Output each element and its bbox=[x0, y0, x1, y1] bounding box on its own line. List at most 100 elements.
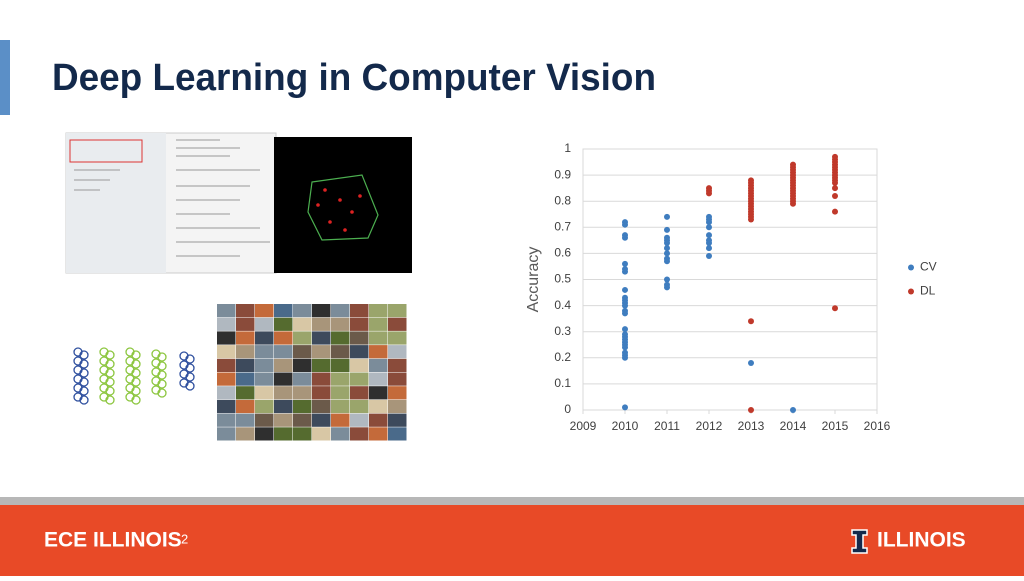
point bbox=[622, 221, 628, 228]
image-tile bbox=[369, 304, 388, 318]
y-tick-label: 0.8 bbox=[554, 193, 571, 207]
x-tick-label: 2016 bbox=[864, 419, 891, 433]
neuron bbox=[79, 386, 89, 396]
point bbox=[622, 310, 628, 317]
point bbox=[706, 190, 712, 197]
image-tile bbox=[274, 399, 293, 414]
image-tile bbox=[350, 372, 369, 386]
image-tile bbox=[293, 358, 312, 372]
image-tile bbox=[274, 317, 293, 331]
plot-frame bbox=[582, 148, 878, 411]
neuron bbox=[131, 359, 141, 369]
image-tile bbox=[274, 372, 293, 386]
image-tile bbox=[312, 372, 331, 386]
image-tile bbox=[255, 331, 274, 345]
image-tile bbox=[388, 413, 407, 427]
image-tile bbox=[217, 317, 236, 331]
legend-label: DL bbox=[920, 284, 936, 298]
image-tile bbox=[331, 317, 350, 331]
image-tile bbox=[369, 345, 388, 359]
y-tick-label: 0.9 bbox=[554, 167, 571, 181]
x-tick-label: 2010 bbox=[612, 419, 639, 433]
legend-marker bbox=[908, 264, 914, 271]
neuron bbox=[131, 368, 141, 378]
image-tile bbox=[388, 358, 407, 372]
image-tile bbox=[255, 317, 274, 331]
neuron bbox=[131, 350, 141, 360]
image-tile bbox=[369, 413, 388, 427]
image-tile bbox=[236, 386, 255, 400]
image-tile bbox=[293, 399, 312, 414]
image-tile bbox=[236, 317, 255, 331]
code-screenshot bbox=[65, 132, 412, 274]
neuron bbox=[157, 352, 167, 362]
image-tile bbox=[369, 331, 388, 345]
x-tick-label: 2011 bbox=[654, 419, 680, 433]
neuron bbox=[79, 395, 89, 405]
neuron bbox=[105, 359, 115, 369]
image-tile bbox=[331, 372, 350, 386]
image-tile bbox=[255, 304, 274, 318]
neuron bbox=[79, 377, 89, 387]
image-tile bbox=[274, 345, 293, 359]
point bbox=[748, 318, 754, 325]
neuron bbox=[105, 395, 115, 405]
image-tile bbox=[312, 399, 331, 414]
image-tile bbox=[331, 386, 350, 400]
image-tile bbox=[217, 345, 236, 359]
image-tile bbox=[217, 386, 236, 400]
image-tile bbox=[217, 331, 236, 345]
slide-title: Deep Learning in Computer Vision bbox=[52, 57, 656, 99]
neuron bbox=[157, 370, 167, 380]
image-tile bbox=[293, 427, 312, 441]
image-tile bbox=[388, 345, 407, 359]
x-tick-label: 2012 bbox=[696, 419, 723, 433]
image-tile bbox=[350, 345, 369, 359]
image-tile bbox=[369, 372, 388, 386]
image-tile bbox=[312, 358, 331, 372]
point bbox=[832, 305, 838, 312]
image-tile bbox=[331, 413, 350, 427]
point bbox=[664, 284, 670, 291]
image-tile bbox=[388, 331, 407, 345]
point bbox=[622, 286, 628, 293]
image-tile bbox=[236, 345, 255, 359]
image-tile bbox=[217, 399, 236, 414]
image-tile bbox=[274, 331, 293, 345]
image-tile bbox=[255, 358, 274, 372]
legend-label: CV bbox=[920, 260, 937, 274]
point bbox=[664, 226, 670, 233]
x-tick-label: 2013 bbox=[738, 419, 765, 433]
point bbox=[706, 253, 712, 260]
image-tile bbox=[312, 331, 331, 345]
y-tick-label: 0.2 bbox=[554, 350, 571, 364]
neuron bbox=[105, 368, 115, 378]
image-tile bbox=[350, 358, 369, 372]
y-tick-label: 0.7 bbox=[554, 219, 571, 233]
x-tick-label: 2014 bbox=[780, 419, 807, 433]
neuron bbox=[131, 386, 141, 396]
point bbox=[790, 200, 796, 207]
y-tick-label: 0 bbox=[564, 402, 571, 416]
point bbox=[706, 219, 712, 226]
image-tile bbox=[236, 304, 255, 318]
y-tick-label: 0.3 bbox=[554, 324, 571, 338]
image-tile bbox=[274, 427, 293, 441]
image-tile bbox=[369, 399, 388, 414]
image-tile bbox=[388, 317, 407, 331]
image-tile bbox=[293, 304, 312, 318]
point bbox=[790, 407, 796, 413]
neuron bbox=[185, 381, 195, 391]
footer-right: ILLINOIS bbox=[877, 529, 966, 552]
image-tile bbox=[255, 386, 274, 400]
neuron bbox=[185, 354, 195, 364]
point bbox=[622, 268, 628, 275]
point bbox=[706, 239, 712, 246]
y-tick-label: 0.4 bbox=[554, 298, 571, 312]
image-tile bbox=[274, 413, 293, 427]
image-tile bbox=[255, 413, 274, 427]
image-tile bbox=[350, 304, 369, 318]
legend-marker bbox=[908, 288, 914, 295]
footer-rule bbox=[0, 497, 1024, 505]
image-tile bbox=[331, 331, 350, 345]
